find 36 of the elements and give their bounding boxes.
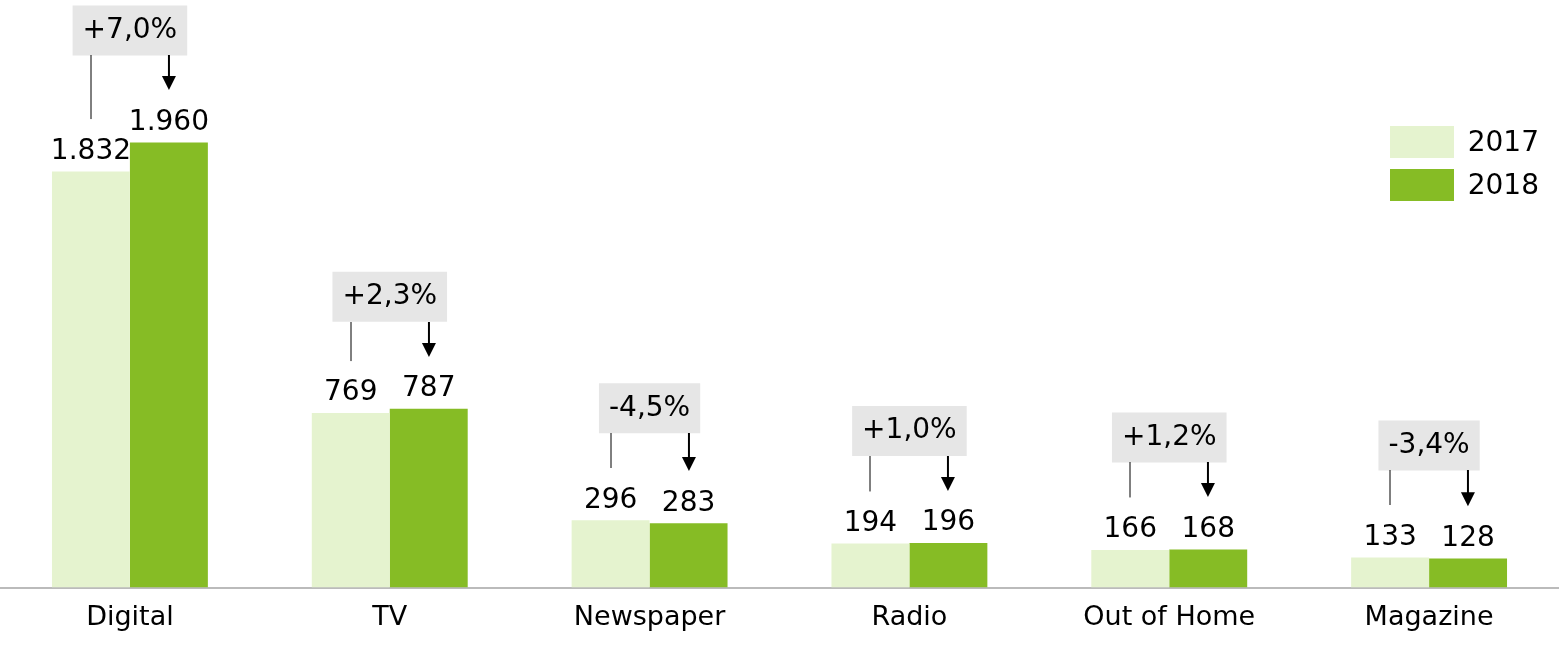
annotation: -3,4% — [1388, 426, 1470, 460]
x-tick-label: TV — [371, 599, 408, 631]
data-label: 168 — [1181, 510, 1235, 544]
bar — [389, 408, 468, 588]
data-label: 166 — [1103, 511, 1157, 545]
data-label: 296 — [583, 481, 638, 515]
bar — [311, 412, 390, 588]
bar — [1429, 558, 1508, 588]
bar — [1169, 549, 1248, 588]
data-label: 128 — [1441, 519, 1495, 553]
annotation: -4,5% — [608, 389, 691, 423]
x-tick-label: Magazine — [1364, 599, 1494, 631]
data-label: 196 — [921, 504, 976, 538]
data-label: 787 — [402, 370, 456, 404]
bar — [649, 523, 728, 588]
annotation: +2,3% — [342, 278, 438, 312]
x-tick-label: Radio — [871, 599, 948, 631]
bar — [909, 543, 988, 588]
data-label: 133 — [1363, 518, 1417, 552]
data-label: 283 — [661, 484, 716, 518]
annotation: +1,2% — [1121, 418, 1217, 452]
text: +7,0% — [82, 11, 178, 45]
legend-label: 2018 — [1467, 168, 1539, 201]
legend-label: 2017 — [1467, 125, 1539, 158]
bar — [831, 543, 910, 588]
x-tick-label: Out of Home — [1083, 599, 1256, 631]
bar — [1351, 557, 1430, 588]
x-tick-label: Newspaper — [573, 599, 727, 631]
data-label: 769 — [324, 374, 378, 408]
annotation: +1,0% — [862, 412, 957, 446]
bar — [129, 142, 208, 588]
data-label: 194 — [843, 504, 898, 538]
bar — [51, 171, 130, 588]
bar — [1091, 549, 1170, 588]
bar — [571, 520, 650, 588]
x-tick-label: Digital — [86, 599, 174, 631]
